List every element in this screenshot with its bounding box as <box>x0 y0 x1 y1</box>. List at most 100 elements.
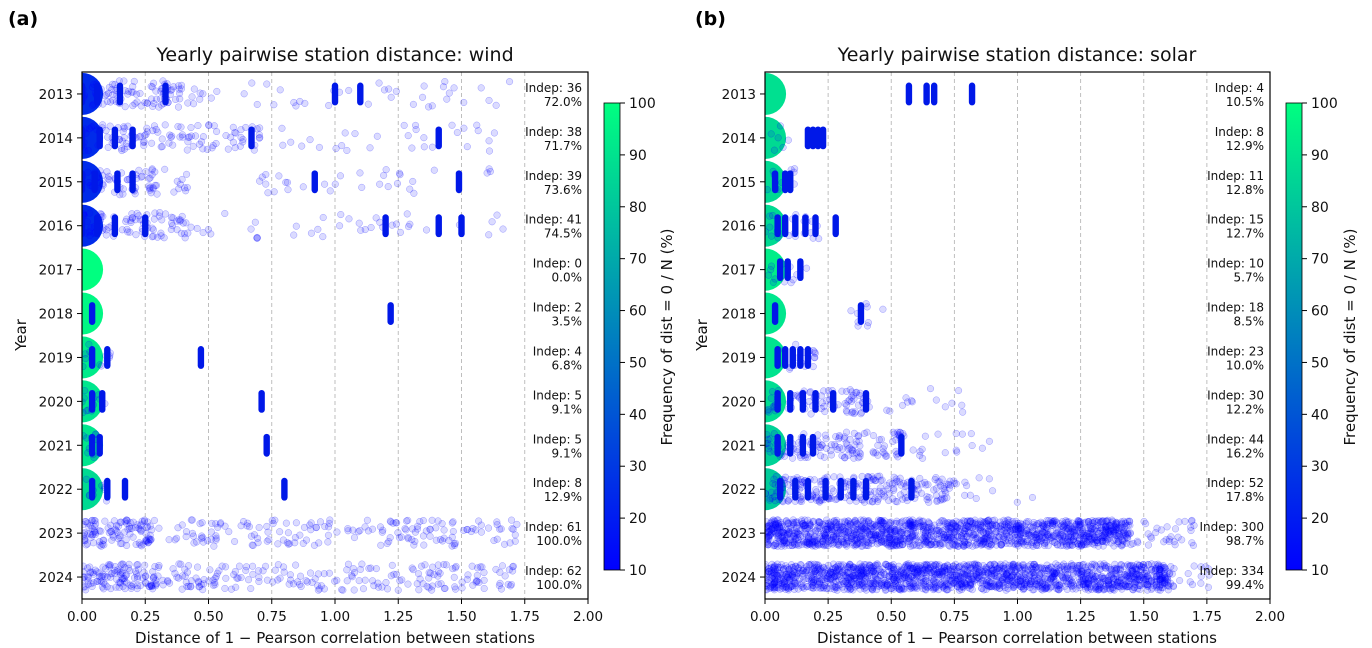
scatter-point <box>333 576 341 584</box>
scatter-point <box>451 564 459 572</box>
scatter-point <box>916 451 924 460</box>
scatter-point <box>247 584 255 593</box>
scatter-point <box>95 573 103 581</box>
scatter-point <box>332 144 340 153</box>
scatter-point <box>237 522 245 530</box>
scatter-point <box>133 582 141 590</box>
x-tick-label: 1.00 <box>320 609 350 625</box>
distance-cluster <box>862 477 870 501</box>
scatter-point <box>498 562 507 570</box>
scatter-point <box>963 482 971 490</box>
scatter-point <box>404 533 412 541</box>
scatter-point <box>428 102 436 110</box>
scatter-point <box>863 538 871 546</box>
scatter-point <box>270 188 278 196</box>
scatter-point <box>1187 527 1195 535</box>
distance-cluster <box>832 214 839 238</box>
indep-count-label: Indep: 2 <box>533 301 582 315</box>
scatter-point <box>113 522 121 530</box>
scatter-point <box>931 570 939 579</box>
scatter-point <box>86 232 94 240</box>
scatter-point <box>106 561 114 569</box>
scatter-point <box>387 93 395 101</box>
scatter-point <box>91 566 99 574</box>
scatter-point <box>175 185 183 193</box>
distance-cluster <box>771 170 779 194</box>
scatter-point <box>109 91 117 99</box>
scatter-point <box>114 535 122 543</box>
scatter-point <box>152 580 160 588</box>
scatter-point <box>380 171 388 179</box>
colorbar-tick-label: 30 <box>629 459 647 475</box>
scatter-point <box>160 234 168 242</box>
scatter-point <box>477 521 485 529</box>
scatter-point <box>208 519 216 527</box>
y-tick-label: 2022 <box>39 482 73 498</box>
scatter-point <box>855 391 864 399</box>
scatter-point <box>365 564 373 572</box>
scatter-point <box>174 82 182 90</box>
scatter-point <box>906 522 914 530</box>
distance-cluster <box>923 82 930 106</box>
scatter-point <box>178 572 187 580</box>
scatter-point <box>961 491 969 499</box>
scatter-point <box>473 571 481 579</box>
distance-cluster <box>88 302 96 325</box>
scatter-point <box>886 489 894 497</box>
distance-cluster <box>776 477 784 501</box>
gridlines-solar <box>827 72 1208 599</box>
scatter-point <box>493 535 501 543</box>
scatter-point <box>213 127 221 136</box>
scatter-point <box>428 586 436 594</box>
scatter-point <box>408 564 416 572</box>
scatter-point <box>971 567 979 575</box>
scatter-point <box>104 175 112 183</box>
scatter-point <box>889 428 897 436</box>
plot-area-solar <box>765 72 1213 594</box>
scatter-point <box>343 566 351 574</box>
scatter-point <box>279 141 287 149</box>
scatter-point <box>1110 536 1118 545</box>
scatter-point <box>896 491 904 499</box>
scatter-point <box>259 567 267 575</box>
scatter-point <box>88 123 96 131</box>
scatter-point <box>770 475 778 483</box>
scatter-point <box>161 121 169 129</box>
scatter-point <box>842 407 850 415</box>
scatter-point <box>319 233 327 241</box>
scatter-point <box>774 134 782 142</box>
scatter-point <box>214 523 222 531</box>
scatter-point <box>953 448 961 456</box>
indep-percent-label: 3.5% <box>552 315 583 329</box>
scatter-point <box>895 478 903 486</box>
distance-cluster <box>162 82 169 106</box>
scatter-point <box>408 144 416 152</box>
scatter-point <box>158 143 166 151</box>
scatter-point <box>106 561 114 569</box>
scatter-point <box>872 477 880 485</box>
scatter-point <box>165 536 173 544</box>
scatter-point <box>96 541 104 549</box>
scatter-point <box>102 231 110 239</box>
scatter-point <box>312 524 320 532</box>
scatter-point <box>869 475 877 484</box>
scatter-point <box>386 517 394 525</box>
scatter-point <box>385 538 393 546</box>
scatter-point <box>849 446 857 454</box>
y-tick-label: 2021 <box>39 438 73 454</box>
scatter-point <box>813 493 821 501</box>
scatter-point <box>921 432 929 440</box>
scatter-point <box>1068 541 1076 549</box>
scatter-point <box>1140 517 1148 526</box>
scatter-point <box>171 536 179 544</box>
scatter-point <box>807 562 815 570</box>
scatter-point <box>82 537 89 545</box>
scatter-point <box>1049 520 1057 528</box>
scatter-point <box>485 231 493 239</box>
scatter-point <box>835 435 843 443</box>
scatter-point <box>952 541 960 549</box>
scatter-point <box>150 79 158 87</box>
colorbar-tick-label: 90 <box>629 148 647 164</box>
scatter-point <box>1112 566 1121 574</box>
scatter-point <box>1009 584 1017 592</box>
